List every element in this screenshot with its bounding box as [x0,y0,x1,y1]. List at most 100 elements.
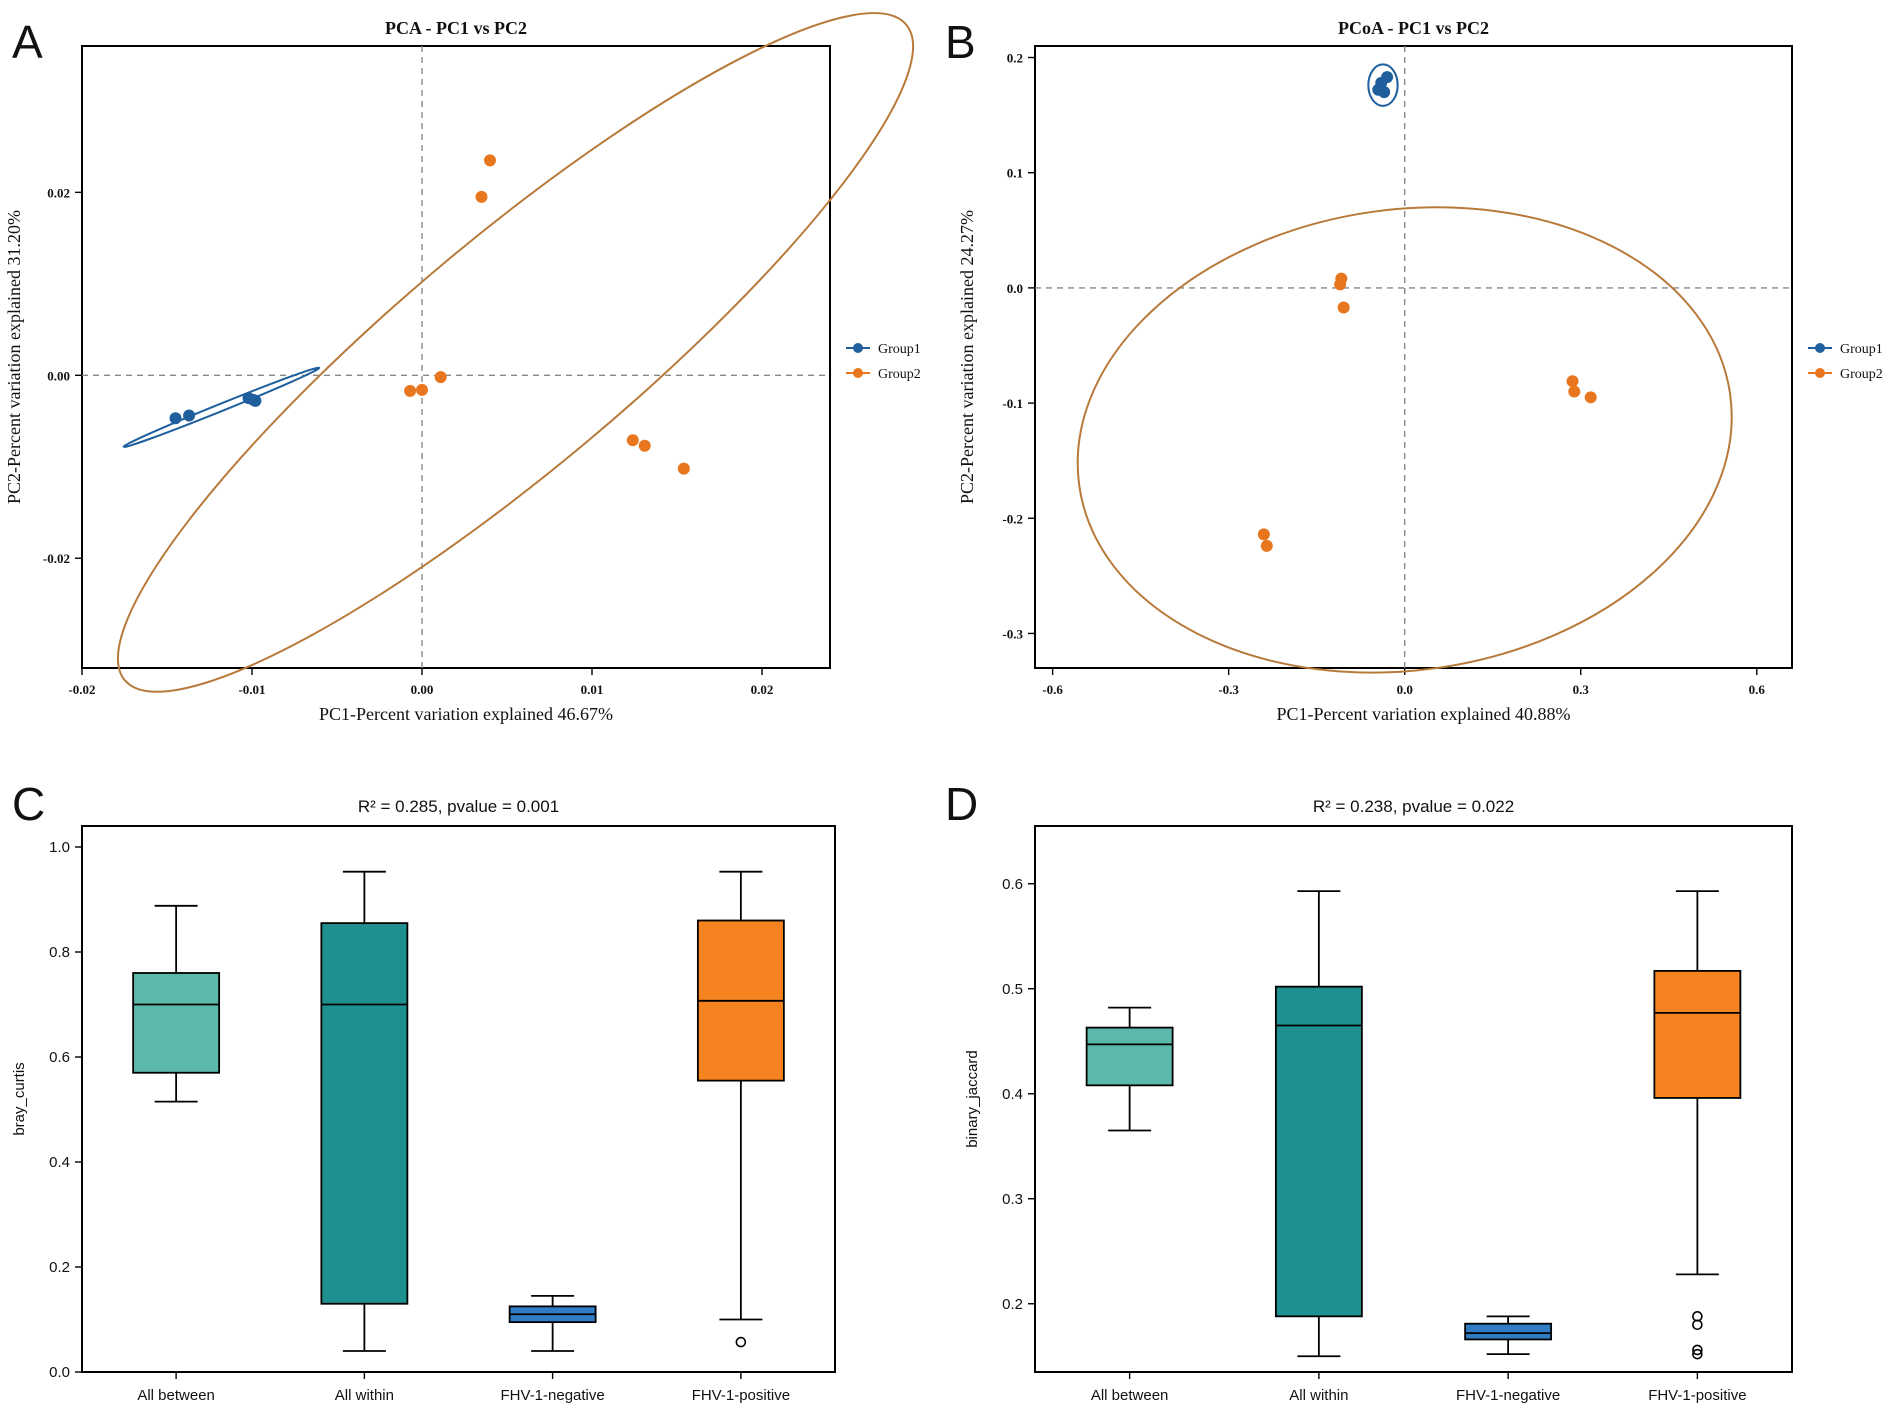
x-tick-label: All between [137,1387,215,1404]
data-point-group2 [638,439,651,452]
y-tick-label: -0.2 [1002,511,1023,526]
y-tick-label: -0.3 [1002,626,1023,641]
y-axis-label: binary_jaccard [964,1050,981,1148]
box-all-within [320,922,409,1305]
x-tick-label: 0.0 [1397,682,1413,697]
y-tick-label: 0.6 [1002,876,1023,893]
y-axis-label: bray_curtis [11,1062,28,1135]
data-point-group2 [404,384,417,397]
x-tick-label: 0.3 [1573,682,1590,697]
data-point-group2 [434,371,447,384]
chart-title: R² = 0.238, pvalue = 0.022 [1313,797,1514,816]
box-fhv-1-negative [1464,1322,1553,1341]
legend-label: Group1 [1840,342,1883,357]
y-tick-label: 0.4 [49,1154,70,1171]
y-axis-label: PC2-Percent variation explained 31.20% [4,210,24,504]
y-axis-label: PC2-Percent variation explained 24.27% [957,210,977,504]
x-tick-label: -0.6 [1042,682,1063,697]
legend-marker [1815,368,1825,378]
data-point-group1 [249,394,262,407]
outlier-point [1692,1344,1703,1356]
panel-label-b: B [945,16,976,68]
chart-title: PCoA - PC1 vs PC2 [1338,18,1489,38]
y-tick-label: 0.5 [1002,981,1023,998]
legend-marker [853,343,863,353]
x-axis-label: PC1-Percent variation explained 40.88% [1277,704,1571,724]
box-all-within [1274,985,1363,1318]
data-point-group2 [1334,278,1347,291]
plot-frame [81,825,836,1373]
y-tick-label: -0.02 [43,551,70,566]
outlier-point [735,1336,747,1348]
chart-pca: -0.02 -0.01 0.00 0.01 0.02 -0.02 0.00 0.02 PCA -… [4,12,921,724]
y-tick-label: 0.8 [49,944,70,961]
data-point-group1 [1372,83,1385,96]
x-tick-label: All between [1091,1387,1169,1404]
data-point-group2 [1257,528,1270,541]
data-point-group1 [183,409,196,422]
confidence-ellipse-group1 [122,366,321,448]
y-tick-label: 0.2 [1007,51,1023,66]
chart-bray-curtis-boxplot: 0.0 0.2 0.4 0.6 0.8 1.0 All between All within F… [11,797,836,1404]
confidence-ellipse-group1 [1367,63,1399,107]
y-tick-label: 0.3 [1002,1191,1023,1208]
y-tick-label: 0.4 [1002,1086,1023,1103]
panel-label-d: D [945,778,978,830]
y-tick-label: -0.1 [1002,396,1023,411]
data-point-group2 [416,383,428,396]
legend-label: Group2 [1840,367,1883,382]
data-point-group1 [1381,71,1394,84]
chart-title: R² = 0.285, pvalue = 0.001 [358,797,559,816]
y-tick-label: 0.0 [1007,281,1023,296]
data-point-group2 [1568,385,1581,398]
panel-label-a: A [12,16,43,68]
x-tick-label: 0.00 [411,682,434,697]
y-tick-label: 0.6 [49,1049,70,1066]
data-point-group2 [1260,539,1273,552]
legend-marker [1815,343,1825,353]
y-tick-label: 0.02 [47,185,70,200]
y-tick-label: 0.1 [1007,166,1023,181]
x-tick-label: -0.01 [238,682,265,697]
data-point-group2 [626,434,639,447]
x-tick-label: FHV-1-negative [1456,1387,1560,1404]
y-tick-label: 0.2 [1002,1296,1023,1313]
x-tick-label: -0.3 [1218,682,1239,697]
outlier-point [1692,1311,1703,1322]
chart-title: PCA - PC1 vs PC2 [385,18,527,38]
legend-label: Group2 [878,367,921,382]
x-tick-label: FHV-1-positive [692,1387,790,1404]
confidence-ellipse-group2 [1076,206,1733,674]
legend-marker [853,368,863,378]
x-tick-label: All within [1289,1387,1348,1404]
data-point-group2 [1566,375,1579,388]
panel-label-c: C [12,778,45,830]
x-tick-label: 0.01 [581,682,604,697]
x-tick-label: 0.02 [751,682,774,697]
box-fhv-1-positive [1653,970,1742,1099]
x-tick-label: FHV-1-negative [501,1387,605,1404]
chart-binary-jaccard-boxplot: 0.2 0.3 0.4 0.5 0.6 All between All within FHV-… [964,797,1793,1404]
outlier-point [1692,1348,1703,1360]
x-tick-label: 0.6 [1749,682,1766,697]
x-tick-label: FHV-1-positive [1648,1387,1746,1404]
legend-label: Group1 [878,342,921,357]
data-point-group2 [475,190,488,203]
data-point-group1 [169,412,182,425]
y-tick-label: 0.0 [49,1364,70,1381]
box-all-between [1085,1026,1174,1087]
plot-frame [1034,825,1793,1373]
data-point-group2 [1337,301,1350,314]
plot-frame [81,45,831,669]
data-point-group2 [1584,391,1597,404]
confidence-ellipse-group2 [116,12,915,693]
x-tick-label: -0.02 [68,682,95,697]
y-tick-label: 1.0 [49,839,70,856]
x-tick-label: All within [335,1387,394,1404]
box-all-between [132,972,221,1074]
plot-frame [1034,45,1793,669]
x-axis-label: PC1-Percent variation explained 46.67% [319,704,613,724]
chart-pcoa: -0.6 -0.3 0.0 0.3 0.6 -0.3 -0.2 -0.1 0.0 0.1 0.2 PC… [957,18,1883,724]
y-tick-label: 0.00 [47,368,70,383]
y-tick-label: 0.2 [49,1259,70,1276]
